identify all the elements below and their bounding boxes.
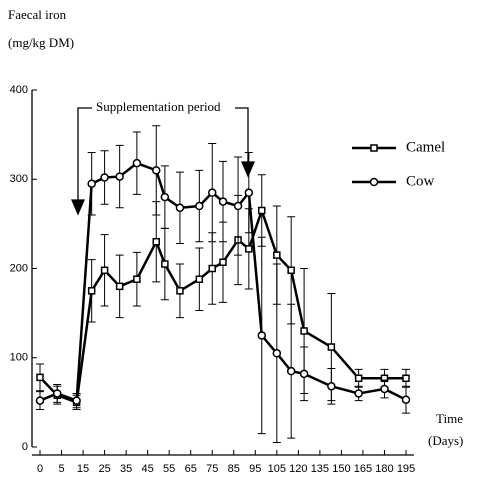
data-point	[176, 287, 184, 295]
data-point	[152, 166, 161, 175]
x-tick-label: 85	[228, 463, 240, 475]
data-point	[327, 343, 336, 351]
y-tick-label: 0	[22, 441, 28, 453]
x-axis-title: (Days)	[428, 433, 463, 448]
y-tick-label: 300	[10, 173, 28, 185]
x-tick-label: 5	[58, 463, 64, 475]
data-point	[218, 197, 228, 206]
legend-marker	[370, 144, 378, 152]
x-tick-label: 150	[332, 463, 350, 475]
annotation: Supplementation period	[96, 99, 221, 114]
data-point	[152, 237, 161, 246]
data-point	[195, 201, 204, 211]
x-axis-title: Time	[436, 411, 463, 426]
x-tick-label: 25	[98, 463, 110, 475]
data-point	[115, 172, 124, 181]
y-tick-label: 400	[10, 84, 28, 96]
data-point	[380, 384, 389, 394]
data-point	[299, 369, 309, 379]
data-point	[286, 366, 296, 376]
y-tick-label: 100	[10, 352, 28, 364]
x-tick-label: 95	[249, 463, 261, 475]
x-tick-label: 15	[77, 463, 89, 475]
x-tick-label: 65	[185, 463, 197, 475]
x-tick-label: 135	[311, 463, 329, 475]
x-tick-label: 0	[37, 463, 43, 475]
data-point	[287, 266, 295, 275]
y-axis-title: (mg/kg DM)	[8, 35, 74, 50]
data-point	[175, 203, 185, 213]
data-point	[245, 245, 253, 253]
data-point	[258, 206, 266, 215]
data-point	[87, 287, 96, 295]
x-tick-label: 75	[206, 463, 218, 475]
data-point	[36, 373, 44, 382]
data-point	[72, 396, 81, 405]
data-point	[327, 382, 336, 391]
data-point	[401, 395, 411, 404]
data-point	[52, 389, 62, 398]
legend-label: Cow	[406, 173, 435, 189]
data-point	[257, 331, 267, 340]
annotation-arrows	[71, 107, 255, 216]
data-point	[87, 179, 96, 188]
data-point	[300, 327, 308, 335]
data-point	[207, 188, 217, 197]
data-point	[244, 188, 254, 197]
data-point	[132, 158, 142, 168]
data-point	[133, 275, 141, 283]
x-tick-label: 165	[354, 463, 372, 475]
data-point	[160, 192, 170, 202]
data-point	[272, 349, 282, 358]
y-tick-label: 200	[10, 262, 28, 274]
data-point	[354, 374, 363, 383]
x-tick-label: 120	[289, 463, 307, 475]
legend-marker	[369, 177, 379, 187]
data-point	[100, 173, 109, 182]
data-point	[161, 260, 169, 268]
data-point	[208, 264, 216, 273]
x-tick-label: 105	[268, 463, 286, 475]
x-tick-label: 45	[142, 463, 154, 475]
x-tick-label: 195	[397, 463, 415, 475]
data-point	[273, 251, 281, 259]
legend-label: Camel	[406, 139, 445, 155]
data-point	[195, 275, 204, 283]
data-point	[115, 282, 124, 291]
data-point	[219, 258, 227, 267]
data-point	[402, 374, 410, 383]
data-point	[354, 389, 363, 398]
x-tick-label: 180	[375, 463, 393, 475]
data-point	[233, 201, 243, 211]
x-tick-label: 35	[120, 463, 132, 475]
y-axis-title: Faecal iron	[8, 7, 67, 22]
x-tick-label: 55	[163, 463, 175, 475]
data-point	[100, 266, 109, 275]
data-point	[35, 396, 45, 405]
